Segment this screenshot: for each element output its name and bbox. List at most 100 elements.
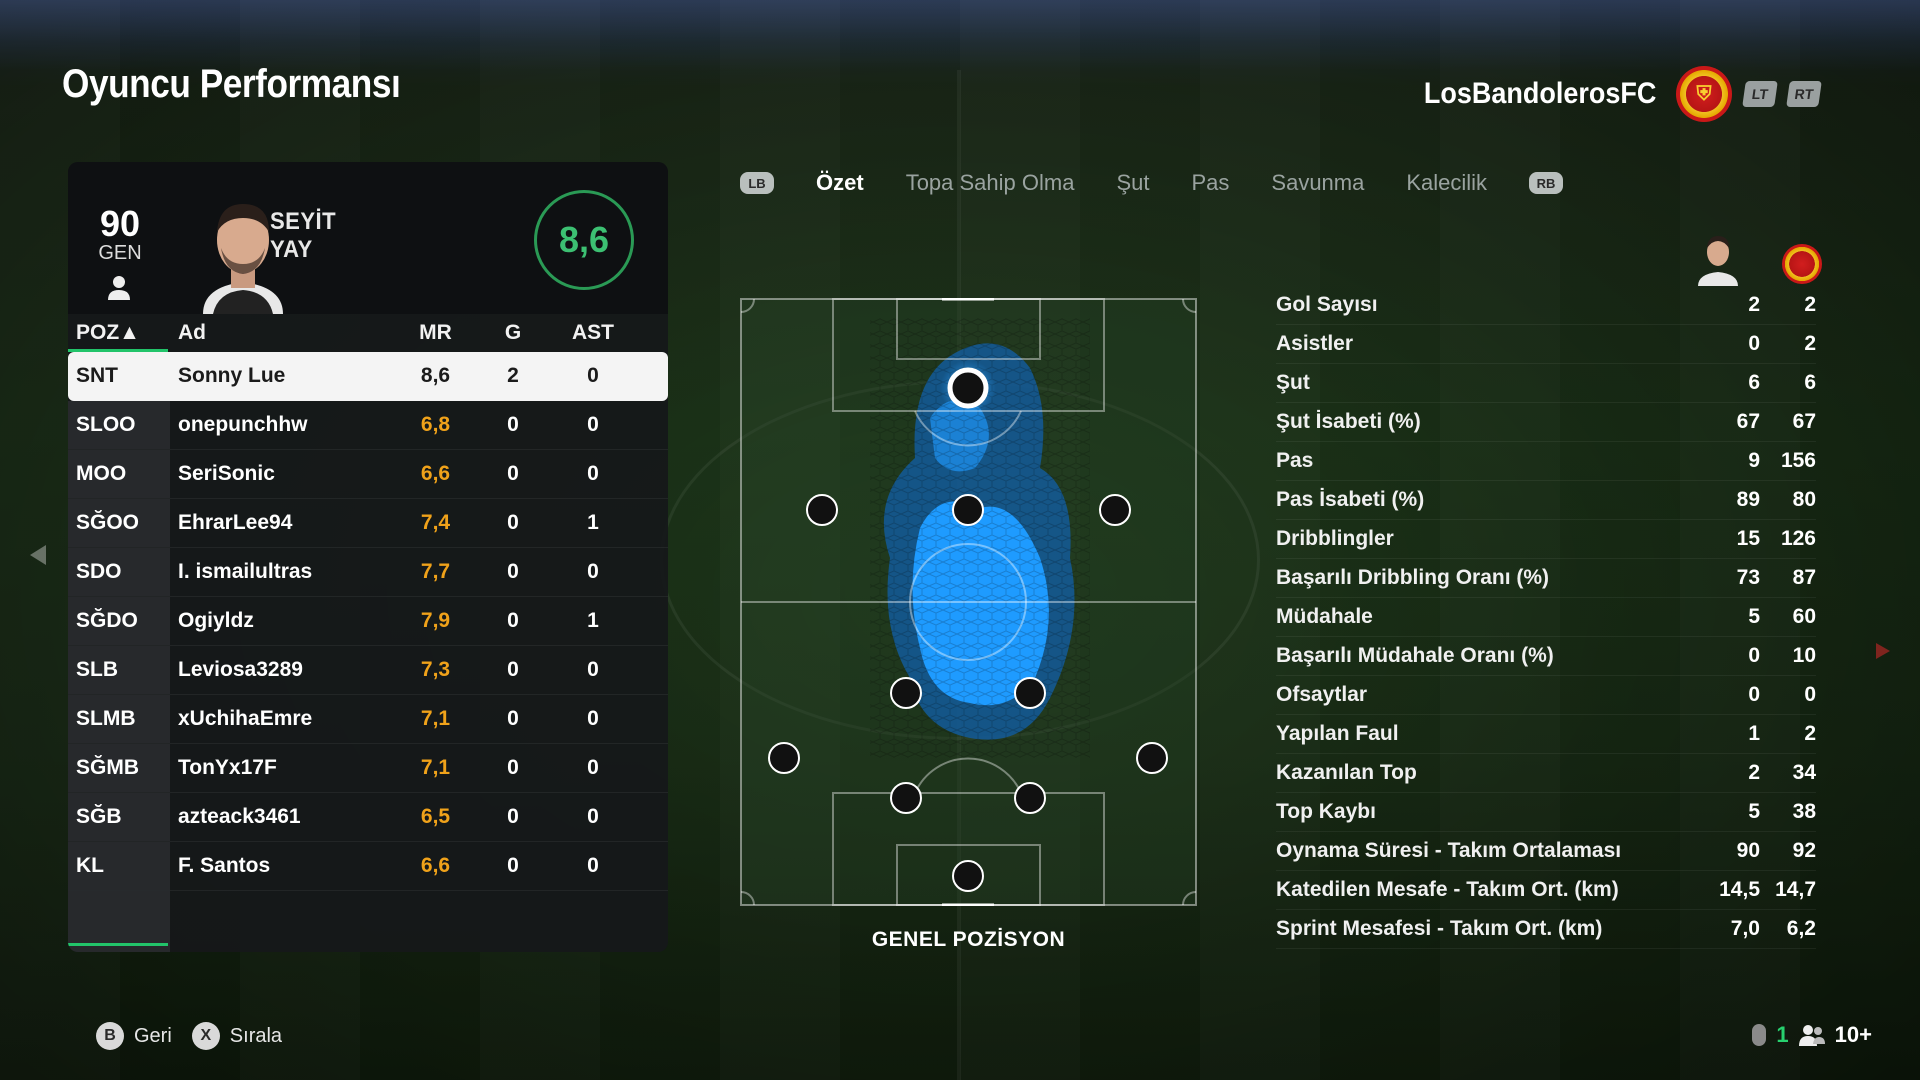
name-header[interactable]: Ad — [178, 321, 206, 344]
stat-team-value: 156 — [1780, 449, 1816, 472]
name-cell: onepunchhw — [178, 413, 308, 436]
player-marker[interactable] — [952, 494, 984, 526]
stat-team-value: 87 — [1792, 566, 1816, 589]
back-label: Geri — [134, 1024, 172, 1047]
stat-label: Sprint Mesafesi - Takım Ort. (km) — [1276, 917, 1603, 940]
rating-cell: 7,7 — [420, 560, 451, 583]
table-row[interactable]: MOO SeriSonic 6,6 0 0 — [68, 450, 668, 499]
lb-bumper-icon[interactable]: LB — [740, 172, 774, 194]
player-mini-portrait — [1698, 236, 1738, 286]
stat-player-value: 5 — [1748, 605, 1760, 628]
assists-cell: 0 — [587, 707, 599, 730]
player-marker[interactable] — [1014, 782, 1046, 814]
goals-cell: 0 — [507, 511, 519, 534]
scroll-indicator — [68, 943, 168, 946]
tab-pas[interactable]: Pas — [1191, 170, 1230, 195]
stat-label: Pas İsabeti (%) — [1276, 488, 1425, 511]
stat-team-value: 80 — [1792, 488, 1816, 511]
stat-label: Kazanılan Top — [1276, 761, 1417, 784]
name-cell: Ogiyldz — [178, 609, 254, 632]
player-last-name: YAY — [270, 236, 313, 263]
stat-team-value: 6 — [1804, 371, 1816, 394]
person-icon — [108, 276, 130, 300]
lt-trigger-icon[interactable]: LT — [1742, 81, 1778, 107]
rating-cell: 7,4 — [420, 511, 451, 534]
tab-savunma[interactable]: Savunma — [1271, 170, 1365, 195]
sort-position-header[interactable]: POZ▲ — [76, 321, 140, 344]
next-arrow-icon[interactable] — [1876, 643, 1890, 659]
player-marker[interactable] — [890, 677, 922, 709]
stat-row: Katedilen Mesafe - Takım Ort. (km) 14,5 14… — [1276, 871, 1816, 910]
player-marker[interactable] — [806, 494, 838, 526]
stadium-crowd-background — [0, 0, 1920, 70]
party-status: 1 10+ — [1752, 1022, 1872, 1048]
table-row[interactable]: SDO I. ismailultras 7,7 0 0 — [68, 548, 668, 597]
table-row[interactable]: KL F. Santos 6,6 0 0 — [68, 842, 668, 891]
name-cell: I. ismailultras — [178, 560, 313, 583]
stat-team-value: 0 — [1804, 683, 1816, 706]
stat-player-value: 1 — [1748, 722, 1760, 745]
stat-team-value: 14,7 — [1775, 878, 1816, 901]
goals-cell: 0 — [507, 413, 519, 436]
assists-header[interactable]: AST — [572, 321, 614, 344]
position-cell: SĞOO — [68, 499, 170, 547]
table-footer — [68, 890, 668, 952]
x-button-icon: X — [191, 1022, 220, 1050]
selected-player-marker[interactable] — [947, 367, 989, 409]
assists-cell: 0 — [587, 462, 599, 485]
stat-row: Yapılan Faul 1 2 — [1276, 715, 1816, 754]
goals-cell: 0 — [507, 756, 519, 779]
rating-cell: 6,8 — [420, 413, 451, 436]
stat-player-value: 9 — [1748, 449, 1760, 472]
stat-label: Yapılan Faul — [1276, 722, 1399, 745]
name-cell: xUchihaEmre — [178, 707, 313, 730]
table-row[interactable]: SLB Leviosa3289 7,3 0 0 — [68, 646, 668, 695]
table-row[interactable]: SLOO onepunchhw 6,8 0 0 — [68, 401, 668, 450]
sort-hint[interactable]: X Sırala — [191, 1022, 282, 1050]
table-row[interactable]: SĞDO Ogiyldz 7,9 0 1 — [68, 597, 668, 646]
previous-arrow-icon[interactable] — [30, 545, 46, 565]
tab-sut[interactable]: Şut — [1116, 170, 1150, 195]
table-row[interactable]: SĞOO EhrarLee94 7,4 0 1 — [68, 499, 668, 548]
rating-cell: 7,3 — [420, 658, 451, 681]
assists-cell: 0 — [587, 805, 599, 828]
name-cell: EhrarLee94 — [178, 511, 293, 534]
stat-row: Başarılı Dribbling Oranı (%) 73 87 — [1276, 559, 1816, 598]
player-marker[interactable] — [1014, 677, 1046, 709]
position-cell: SDO — [68, 548, 170, 596]
position-cell: SLMB — [68, 695, 170, 743]
stat-row: Sprint Mesafesi - Takım Ort. (km) 7,0 6,2 — [1276, 910, 1816, 949]
player-marker[interactable] — [1099, 494, 1131, 526]
player-first-name: SEYİT — [270, 208, 337, 235]
rb-bumper-icon[interactable]: RB — [1529, 172, 1564, 194]
table-row[interactable]: SĞB azteack3461 6,5 0 0 — [68, 793, 668, 842]
tab-topa-sahip-olma[interactable]: Topa Sahip Olma — [905, 170, 1075, 195]
stat-row: Dribblingler 15 126 — [1276, 520, 1816, 559]
table-row[interactable]: SNT Sonny Lue 8,6 2 0 — [68, 352, 668, 401]
stat-player-value: 6 — [1748, 371, 1760, 394]
table-row[interactable]: SĞMB TonYx17F 7,1 0 0 — [68, 744, 668, 793]
back-hint[interactable]: B Geri — [96, 1022, 172, 1050]
stat-label: Top Kaybı — [1276, 800, 1376, 823]
player-marker[interactable] — [952, 860, 984, 892]
tab-kalecilik[interactable]: Kalecilik — [1406, 170, 1488, 195]
player-marker[interactable] — [768, 742, 800, 774]
position-cell: MOO — [68, 450, 170, 498]
stat-row: Şut İsabeti (%) 67 67 — [1276, 403, 1816, 442]
stat-label: Başarılı Dribbling Oranı (%) — [1276, 566, 1550, 589]
player-marker[interactable] — [1136, 742, 1168, 774]
player-card: 90 GEN SEYİT YAY 8,6 — [68, 162, 668, 314]
player-marker[interactable] — [890, 782, 922, 814]
goals-header[interactable]: G — [504, 321, 522, 344]
club-crest-icon: ⛨ — [1676, 66, 1732, 122]
table-row[interactable]: SLMB xUchihaEmre 7,1 0 0 — [68, 695, 668, 744]
stats-tabs: LB Özet Topa Sahip Olma Şut Pas Savunma … — [740, 170, 1564, 196]
rating-cell: 7,1 — [420, 707, 451, 730]
stat-row: Asistler 0 2 — [1276, 325, 1816, 364]
people-icon — [1798, 1025, 1825, 1046]
tab-ozet[interactable]: Özet — [816, 170, 864, 195]
stat-player-value: 2 — [1748, 293, 1760, 316]
match-rating-header[interactable]: MR — [419, 321, 452, 344]
rt-trigger-icon[interactable]: RT — [1786, 81, 1822, 107]
stat-row: Başarılı Müdahale Oranı (%) 0 10 — [1276, 637, 1816, 676]
